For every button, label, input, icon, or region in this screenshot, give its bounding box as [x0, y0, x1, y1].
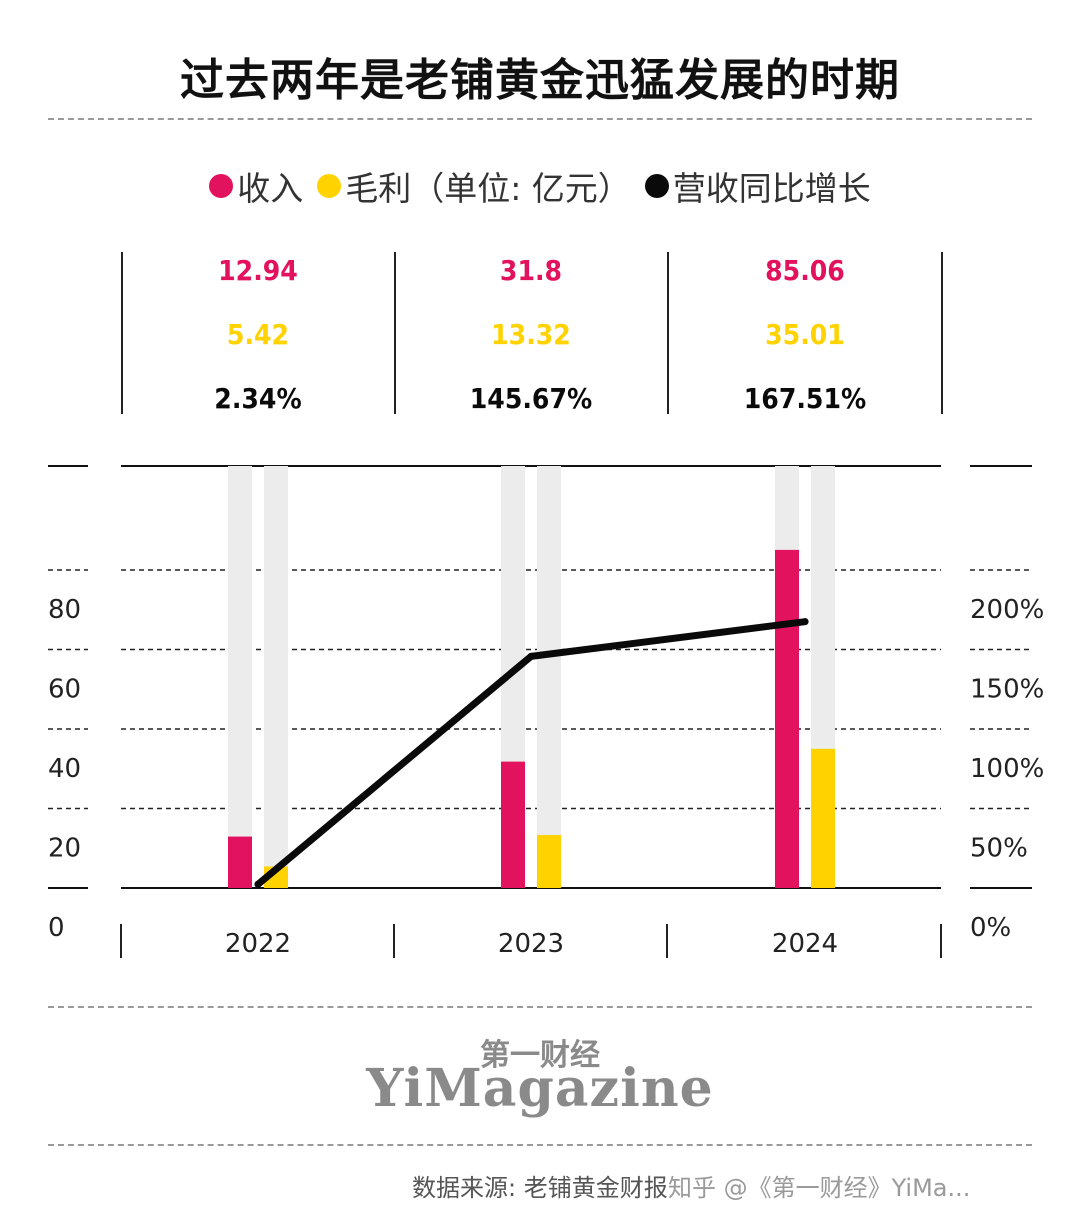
revenue-bar: [228, 836, 252, 888]
divider-top: [48, 118, 1032, 120]
value-table-separator: [941, 252, 943, 414]
x-axis-tick-label: 2024: [772, 929, 838, 959]
legend-label-growth: 营收同比增长: [672, 169, 871, 208]
chart-legend: 收入 毛利（单位: 亿元） 营收同比增长: [0, 162, 1080, 210]
data-source-note: 数据来源: 老铺黄金财报: [412, 1174, 668, 1202]
growth-legend-swatch: [644, 174, 669, 198]
profit-bar: [811, 748, 835, 888]
growth-point: [801, 618, 809, 626]
legend-item-revenue: 收入: [209, 162, 303, 210]
revenue-bar: [775, 549, 799, 888]
line-layer: [254, 618, 809, 888]
bar-track: [264, 466, 288, 888]
value-growth-2022: 2.34%: [214, 382, 302, 415]
left-axis-tick-label: 20: [48, 834, 81, 864]
profit-legend-swatch: [317, 174, 342, 198]
chart-title: 过去两年是老铺黄金迅猛发展的时期: [180, 55, 900, 106]
legend-item-profit: 毛利（单位: 亿元）: [317, 162, 631, 210]
growth-point: [254, 880, 262, 888]
bar-track: [537, 466, 561, 888]
divider-bottom: [48, 1144, 1032, 1146]
value-revenue-2023: 31.8: [499, 254, 563, 287]
logo-chinese: 第一财经: [480, 1038, 600, 1073]
left-axis-tick-label: 0: [48, 913, 65, 943]
watermark: 知乎 @《第一财经》YiMa...: [668, 1174, 971, 1202]
value-profit-2023: 13.32: [491, 318, 571, 351]
tick-layer: 0 20 40 60 80 0% 50% 100% 150% 200% 2022 2023 2024: [48, 595, 1044, 959]
revenue-bar: [501, 761, 525, 888]
chart-plot: 0 20 40 60 80 0% 50% 100% 150% 200% 2022 2023 2024: [48, 465, 1044, 959]
bar-track: [228, 466, 252, 888]
legend-label-revenue: 收入: [237, 169, 304, 208]
left-axis-tick-label: 60: [48, 675, 81, 705]
growth-line: [254, 618, 809, 888]
x-axis-tick-label: 2022: [225, 929, 291, 959]
grid-layer: [48, 465, 1032, 889]
right-axis-tick-label: 200%: [970, 595, 1044, 625]
growth-point: [527, 652, 535, 660]
legend-item-growth: 营收同比增长: [644, 162, 871, 210]
right-axis-tick-label: 50%: [970, 834, 1028, 864]
revenue-legend-swatch: [209, 174, 234, 198]
x-axis-tick-label: 2023: [498, 929, 564, 959]
value-growth-2024: 167.51%: [743, 382, 867, 415]
right-axis-tick-label: 150%: [970, 675, 1044, 705]
bar-layer: [228, 549, 835, 888]
value-table-separator: [394, 252, 396, 414]
left-axis-tick-label: 80: [48, 595, 81, 625]
value-revenue-2022: 12.94: [218, 254, 298, 287]
track-layer: [228, 466, 835, 888]
legend-label-profit: 毛利（单位: 亿元）: [345, 169, 631, 208]
right-axis-tick-label: 100%: [970, 754, 1044, 784]
value-table-separator: [121, 252, 123, 414]
value-growth-2023: 145.67%: [469, 382, 593, 415]
right-axis-tick-label: 0%: [970, 913, 1011, 943]
divider-middle: [48, 1006, 1032, 1008]
profit-bar: [537, 835, 561, 888]
left-axis-tick-label: 40: [48, 754, 81, 784]
value-revenue-2024: 85.06: [765, 254, 845, 287]
value-profit-2024: 35.01: [765, 318, 845, 351]
logo-english: YiMagazine: [366, 1058, 714, 1119]
value-profit-2022: 5.42: [226, 318, 290, 351]
value-table-separator: [667, 252, 669, 414]
